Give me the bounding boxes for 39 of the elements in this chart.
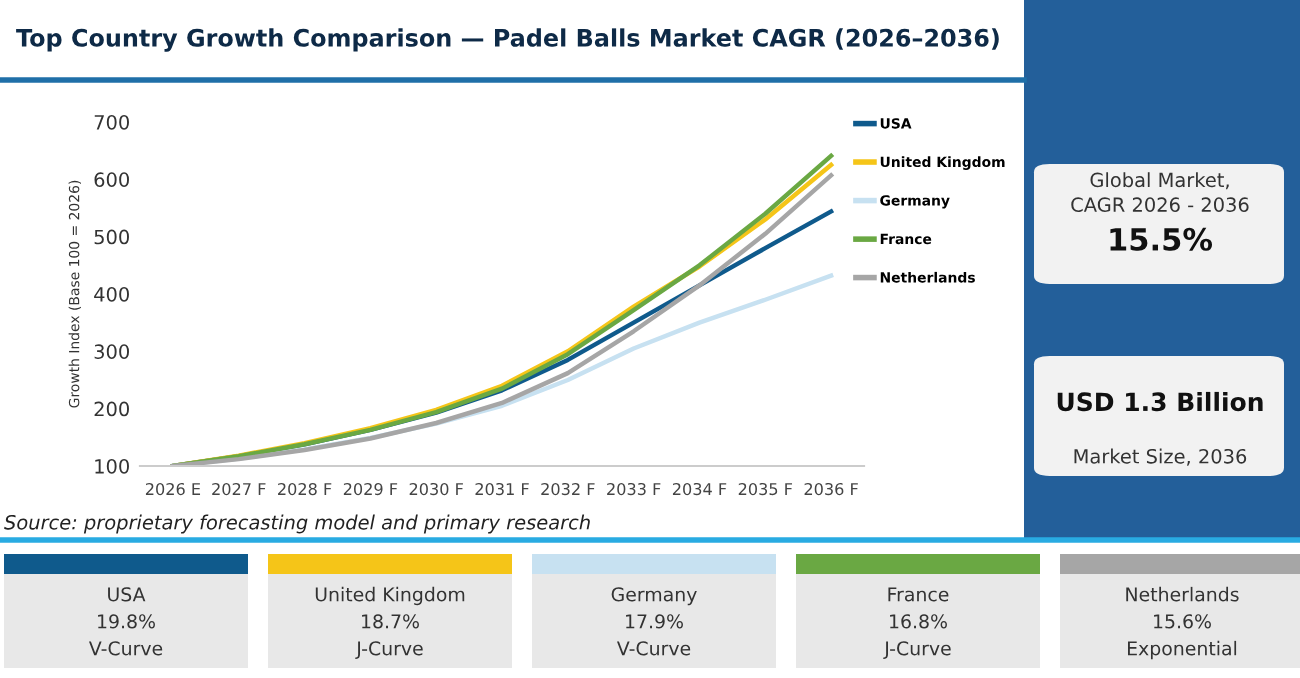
y-tick-label: 700 [94,114,129,130]
x-tick-label: 2035 F [738,482,793,496]
chart-title: Top Country Growth Comparison — Padel Balls Market CAGR (2026–2036) [16,28,999,52]
text: Exponential [1128,640,1237,660]
x-tick-label: 2034 F [672,482,727,496]
text: 16.8% [890,614,947,629]
y-tick-label: 200 [94,401,129,417]
text: V-Curve [616,641,691,656]
x-tick-label: 2026 E [145,482,201,496]
text: 17.9% [626,614,683,629]
x-tick-label: 2029 F [343,482,398,496]
y-tick-label: 300 [94,344,129,359]
text: 15.5% [1110,227,1213,251]
text: USD 1.3 Billion [1057,391,1263,412]
text: USA [108,587,146,602]
text: Market Size, 2036 [1074,448,1247,466]
text: V-Curve [88,641,163,656]
x-tick-label: 2031 F [475,482,529,496]
y-tick-label: 100 [95,458,129,474]
text: J-Curve [355,641,423,659]
x-tick-label: 2036 F [804,482,858,496]
text: 15.6% [1154,614,1211,629]
text: 18.7% [362,614,419,629]
x-tick-label: 2028 F [278,482,332,496]
source-note: Source: proprietary forecasting model and primary research [4,514,590,534]
x-tick-label: 2032 F [541,482,595,496]
text: United Kingdom [315,586,465,606]
text: Germany [611,587,697,606]
text: J-Curve [883,641,951,659]
y-tick-label: 600 [94,172,129,187]
text: Netherlands [1126,586,1239,602]
x-tick-label: 2030 F [409,482,463,496]
text: France [888,587,949,602]
x-tick-label: 2033 F [607,482,661,496]
y-tick-label: 500 [94,229,129,245]
x-tick-label: 2027 F [212,482,266,496]
y-tick-label: 400 [94,286,129,302]
text: Global Market, CAGR 2026 - 2036 [1071,172,1249,213]
text: 19.8% [98,614,155,629]
